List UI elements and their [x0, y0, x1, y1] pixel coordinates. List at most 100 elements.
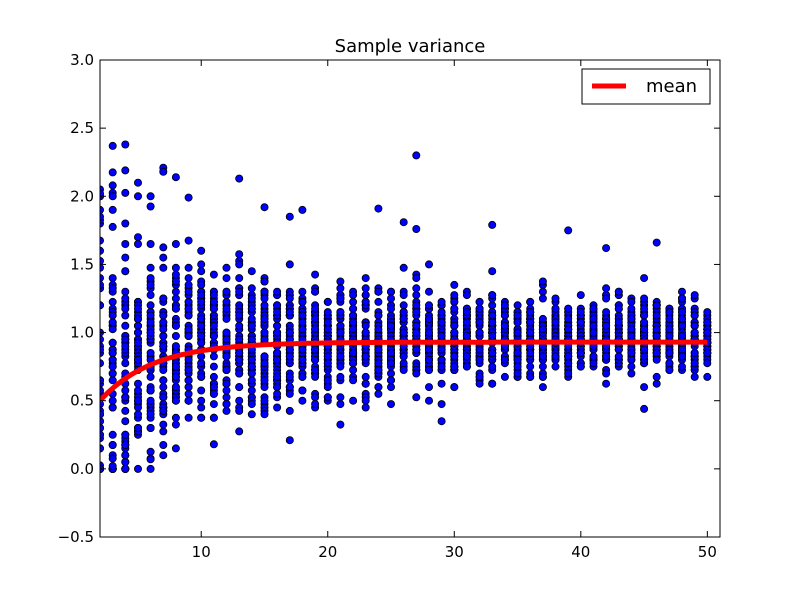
- scatter-point: [298, 386, 307, 395]
- scatter-point: [184, 193, 193, 202]
- scatter-point: [462, 318, 471, 327]
- scatter-point: [640, 404, 649, 413]
- scatter-point: [652, 331, 661, 340]
- scatter-point: [678, 308, 687, 317]
- scatter-point: [197, 314, 206, 323]
- scatter-point: [171, 294, 180, 303]
- scatter-point: [197, 386, 206, 395]
- scatter-point: [665, 331, 674, 340]
- scatter-point: [500, 301, 509, 310]
- scatter-point: [184, 331, 193, 340]
- scatter-point: [526, 297, 535, 306]
- scatter-point: [197, 246, 206, 255]
- scatter-point: [437, 417, 446, 426]
- scatter-point: [184, 365, 193, 374]
- x-tick-label: 50: [698, 543, 717, 561]
- scatter-point: [311, 325, 320, 334]
- scatter-point: [298, 297, 307, 306]
- scatter-point: [551, 352, 560, 361]
- scatter-point: [235, 287, 244, 296]
- scatter-point: [235, 321, 244, 330]
- scatter-point: [678, 352, 687, 361]
- scatter-point: [488, 331, 497, 340]
- scatter-point: [247, 410, 256, 419]
- scatter-point: [462, 308, 471, 317]
- scatter-point: [133, 304, 142, 313]
- scatter-point: [412, 321, 421, 330]
- scatter-point: [222, 393, 231, 402]
- scatter-point: [260, 410, 269, 419]
- scatter-point: [222, 304, 231, 313]
- scatter-point: [197, 291, 206, 300]
- scatter-point: [349, 318, 358, 327]
- scatter-point: [260, 352, 269, 361]
- scatter-point: [159, 440, 168, 449]
- scatter-point: [171, 287, 180, 296]
- scatter-point: [361, 291, 370, 300]
- scatter-point: [209, 304, 218, 313]
- scatter-point: [235, 250, 244, 259]
- y-tick-label: 1.0: [70, 324, 94, 342]
- scatter-point: [640, 345, 649, 354]
- scatter-point: [564, 226, 573, 235]
- scatter-point: [197, 403, 206, 412]
- scatter-point: [171, 362, 180, 371]
- scatter-point: [146, 202, 155, 211]
- scatter-point: [171, 304, 180, 313]
- scatter-point: [602, 369, 611, 378]
- scatter-point: [652, 301, 661, 310]
- scatter-point: [209, 270, 218, 279]
- scatter-point: [146, 447, 155, 456]
- scatter-point: [399, 291, 408, 300]
- scatter-point: [247, 386, 256, 395]
- scatter-point: [538, 325, 547, 334]
- scatter-point: [209, 331, 218, 340]
- scatter-point: [424, 355, 433, 364]
- scatter-point: [703, 318, 712, 327]
- scatter-point: [665, 348, 674, 357]
- scatter-point: [273, 321, 282, 330]
- scatter-point: [513, 301, 522, 310]
- scatter-point: [197, 338, 206, 347]
- scatter-point: [488, 301, 497, 310]
- scatter-point: [184, 287, 193, 296]
- scatter-point: [285, 345, 294, 354]
- scatter-point: [247, 362, 256, 371]
- scatter-point: [108, 369, 117, 378]
- scatter-point: [551, 304, 560, 313]
- scatter-point: [475, 345, 484, 354]
- scatter-point: [349, 348, 358, 357]
- scatter-point: [652, 325, 661, 334]
- scatter-point: [121, 335, 130, 344]
- scatter-point: [133, 239, 142, 248]
- scatter-point: [437, 400, 446, 409]
- scatter-point: [285, 328, 294, 337]
- scatter-point: [513, 355, 522, 364]
- scatter-point: [488, 379, 497, 388]
- scatter-point: [197, 267, 206, 276]
- x-tick-label: 10: [192, 543, 211, 561]
- scatter-point: [412, 284, 421, 293]
- scatter-point: [538, 314, 547, 323]
- scatter-point: [184, 304, 193, 313]
- scatter-point: [488, 362, 497, 371]
- scatter-point: [336, 328, 345, 337]
- scatter-point: [108, 168, 117, 177]
- scatter-point: [576, 362, 585, 371]
- scatter-point: [197, 280, 206, 289]
- scatter-point: [285, 383, 294, 392]
- scatter-point: [273, 389, 282, 398]
- scatter-point: [640, 318, 649, 327]
- scatter-point: [121, 253, 130, 262]
- scatter-point: [159, 253, 168, 262]
- y-tick-label: 2.0: [70, 187, 94, 205]
- scatter-point: [462, 291, 471, 300]
- scatter-point: [133, 338, 142, 347]
- scatter-point: [703, 308, 712, 317]
- scatter-point: [146, 464, 155, 473]
- scatter-point: [146, 348, 155, 357]
- scatter-point: [386, 376, 395, 385]
- scatter-point: [260, 294, 269, 303]
- scatter-point: [564, 325, 573, 334]
- scatter-point: [576, 348, 585, 357]
